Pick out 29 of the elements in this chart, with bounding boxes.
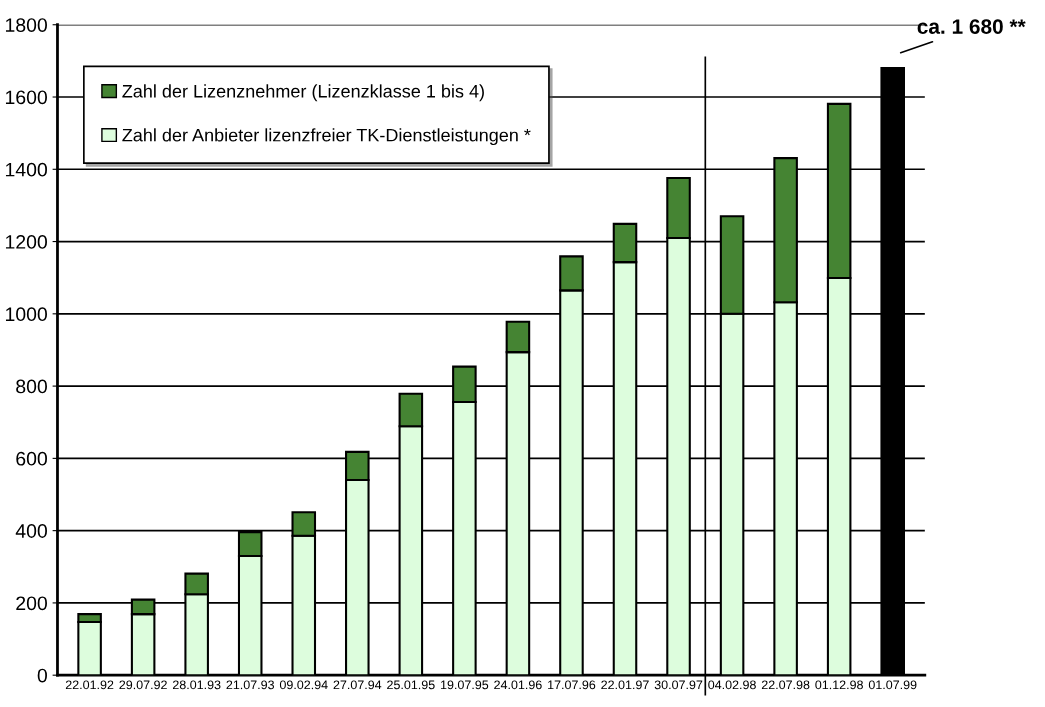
x-tick-label: 21.07.93 xyxy=(226,680,274,690)
y-tick-label: 1000 xyxy=(5,307,47,322)
y-tick-label: 200 xyxy=(16,596,47,611)
x-tick-label: 27.07.94 xyxy=(333,680,382,690)
x-tick-label: 22.01.97 xyxy=(601,680,649,690)
y-tick-label: 800 xyxy=(16,379,47,394)
x-tick-label: 01.12.98 xyxy=(815,680,863,690)
y-tick-label: 1400 xyxy=(5,162,47,177)
x-tick-label: 09.02.94 xyxy=(279,680,328,690)
x-tick-label: 30.07.97 xyxy=(654,680,703,690)
y-tick-label: 400 xyxy=(15,524,47,538)
y-tick-label: 1200 xyxy=(5,235,47,249)
y-tick-label: 0 xyxy=(37,668,47,683)
x-tick-label: 22.07.98 xyxy=(761,680,810,690)
annotation: ca. 1 680 ** xyxy=(917,19,1026,34)
x-tick-label: 17.07.96 xyxy=(548,680,596,690)
x-tick-label: 01.07.99 xyxy=(868,680,917,690)
legend-label: Zahl der Anbieter lizenzfreier TK-Dienstleistungen * xyxy=(122,128,531,146)
y-tick-label: 1800 xyxy=(5,18,47,32)
x-tick-label: 24.01.96 xyxy=(494,680,542,690)
x-tick-label: 04.02.98 xyxy=(708,680,756,690)
x-tick-label: 28.01.93 xyxy=(172,680,221,690)
legend-label: Zahl der Lizenznehmer (Lizenzklasse 1 bis 4) xyxy=(122,84,484,102)
y-tick-label: 600 xyxy=(16,451,47,466)
x-tick-label: 19.07.95 xyxy=(441,680,489,690)
y-tick-label: 1600 xyxy=(5,90,47,105)
x-tick-label: 25.01.95 xyxy=(387,680,435,690)
x-tick-label: 29.07.92 xyxy=(119,680,167,690)
x-tick-label: 22.01.92 xyxy=(65,680,114,690)
